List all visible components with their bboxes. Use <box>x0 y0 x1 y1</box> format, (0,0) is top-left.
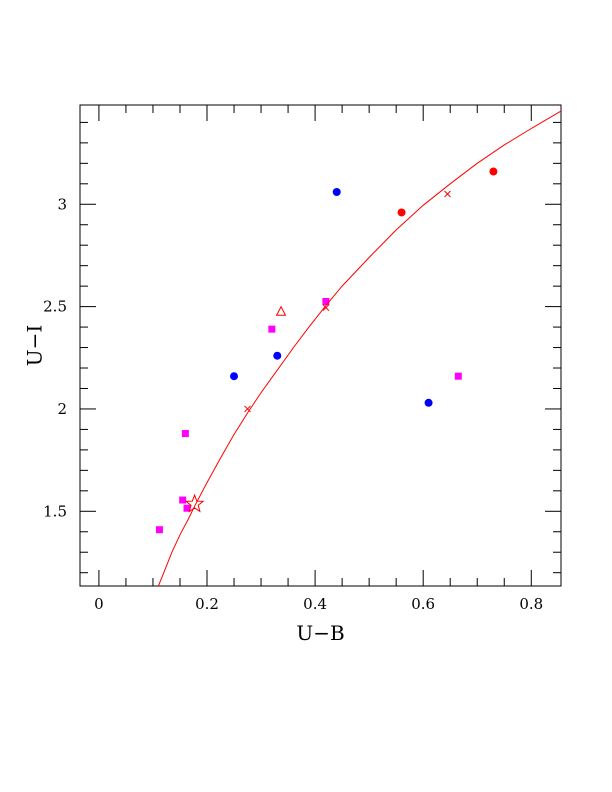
data-point-star <box>184 493 205 513</box>
data-point-square <box>179 496 187 504</box>
data-point-circle <box>397 208 406 217</box>
y-axis-label: U−I <box>23 325 47 367</box>
data-point-square <box>183 504 191 512</box>
x-tick-label: 0.8 <box>519 595 543 613</box>
y-tick-label: 3 <box>57 195 67 213</box>
data-point-square <box>268 325 276 333</box>
data-point-circle <box>424 398 433 407</box>
data-point-square <box>322 297 330 305</box>
data-marks <box>155 110 561 586</box>
x-axis-label: U−B <box>296 621 344 645</box>
data-point-circle <box>230 372 239 381</box>
data-point-triangle <box>275 305 287 316</box>
plot-frame <box>79 104 562 587</box>
tick-labels: 0 0.2 0.4 0.6 0.8 1.5 2 2.5 3 <box>43 195 543 613</box>
data-point-square <box>181 430 189 438</box>
data-point-cross <box>444 190 451 198</box>
x-tick-label: 0.2 <box>195 595 219 613</box>
data-point-square <box>155 526 163 534</box>
fit-curve <box>157 110 561 586</box>
x-tick-label: 0 <box>94 595 104 613</box>
y-tick-label: 2 <box>57 400 67 418</box>
data-point-circle <box>489 167 498 176</box>
data-point-circle <box>273 351 282 360</box>
data-point-cross <box>244 405 251 413</box>
data-point-cross <box>322 304 330 311</box>
cross-stroke <box>322 304 330 311</box>
cross-stroke <box>444 190 451 198</box>
data-point-square <box>454 372 462 380</box>
x-tick-label: 0.6 <box>411 595 435 613</box>
y-tick-label: 1.5 <box>43 502 67 520</box>
data-point-circle <box>332 187 341 196</box>
cross-stroke <box>244 405 251 413</box>
y-tick-label: 2.5 <box>43 298 67 316</box>
x-tick-label: 0.4 <box>303 595 327 613</box>
axis-ticks <box>80 105 561 586</box>
